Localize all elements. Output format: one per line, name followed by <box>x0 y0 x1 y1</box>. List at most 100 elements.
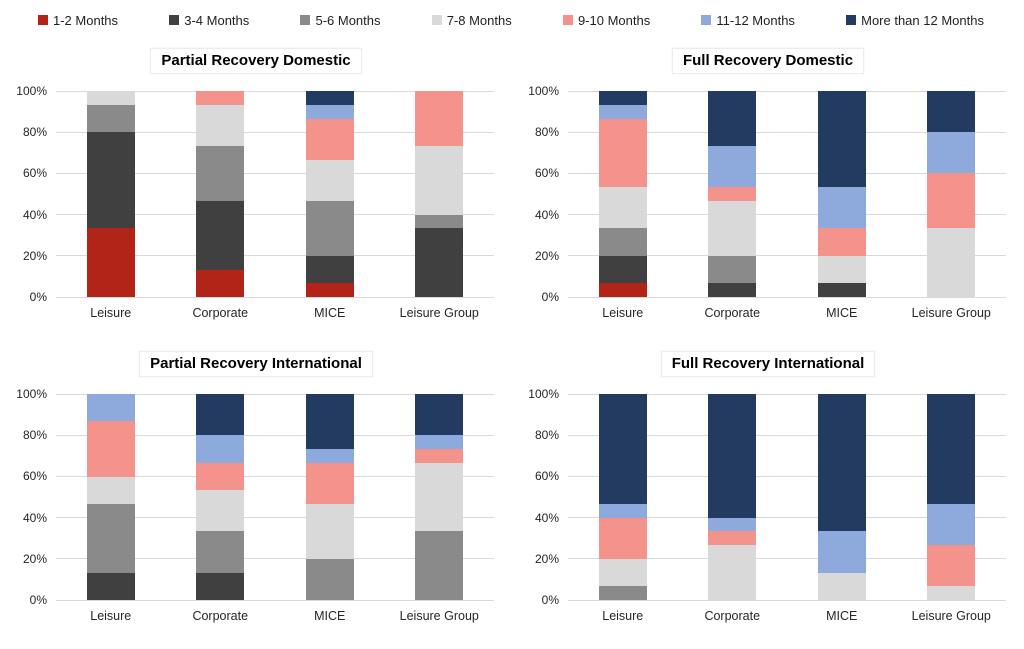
legend-swatch <box>169 15 180 25</box>
bar-segment <box>305 159 354 201</box>
bar-segment <box>927 394 976 504</box>
stacked-bar-corporate <box>196 91 245 297</box>
y-axis-tick: 100% <box>16 387 47 401</box>
stacked-bar-leisure-group <box>927 394 976 600</box>
gridline <box>56 558 494 560</box>
bars <box>56 394 494 600</box>
legend-item: 3-4 Months <box>169 13 249 28</box>
plot-area <box>568 393 1006 601</box>
bar-segment <box>927 228 976 297</box>
bar-slot <box>897 91 1007 297</box>
y-axis-tick: 80% <box>534 125 559 140</box>
category-label: MICE <box>314 609 346 623</box>
gridline <box>56 599 494 601</box>
chart-title: Full Recovery Domestic <box>670 47 866 75</box>
gridline <box>568 393 1006 395</box>
bar-segment <box>305 283 354 297</box>
y-axis-tick: 80% <box>22 428 47 443</box>
bar-segment <box>708 145 757 188</box>
y-axis: 100% 80% 60% 40% 20% 0% <box>0 84 56 304</box>
bar-segment <box>817 394 866 532</box>
y-axis-tick: 20% <box>22 248 47 263</box>
gridline <box>56 172 494 174</box>
bar-segment <box>927 91 976 133</box>
stacked-bar-mice <box>305 394 354 600</box>
bar-segment <box>415 394 464 436</box>
stacked-bar-mice <box>817 91 866 297</box>
charts-grid: Partial Recovery Domestic 100% 80% 60% 40% 2… <box>0 36 1024 642</box>
y-axis: 100% 80% 60% 40% 20% 0% <box>0 387 56 607</box>
bar-segment <box>415 462 464 532</box>
category-label: MICE <box>826 609 858 623</box>
bar-segment <box>598 228 647 256</box>
legend-label: 5-6 Months <box>315 12 381 28</box>
stacked-bar-leisure-group <box>927 91 976 297</box>
legend-label: 1-2 Months <box>53 12 119 28</box>
chart-title: Partial Recovery International <box>138 350 374 378</box>
legend-label: More than 12 Months <box>861 12 984 28</box>
category-label: Corporate <box>192 609 249 623</box>
bar-segment <box>415 435 464 450</box>
bar-slot <box>56 91 166 297</box>
bar-slot <box>166 91 276 297</box>
bar-slot <box>275 394 385 600</box>
legend-item: 9-10 Months <box>562 13 650 28</box>
bar-slot <box>385 91 495 297</box>
bar-segment <box>598 517 647 559</box>
category-label: Leisure Group <box>911 306 991 320</box>
legend-item: 1-2 Months <box>38 13 118 28</box>
bar-segment <box>927 503 976 546</box>
stacked-bar-leisure <box>598 394 647 600</box>
category-label: Corporate <box>704 306 761 320</box>
bar-segment <box>86 394 135 422</box>
y-axis-tick: 60% <box>22 166 47 181</box>
plot-area <box>56 90 495 298</box>
bar-segment <box>86 503 135 573</box>
x-axis: Leisure Corporate MICE Leisure Group <box>568 306 1006 320</box>
category-label: Corporate <box>704 609 761 623</box>
bar-segment <box>598 283 647 297</box>
gridline <box>56 214 494 216</box>
bar-segment <box>708 91 757 146</box>
x-axis: Leisure Corporate MICE Leisure Group <box>56 306 494 320</box>
bar-segment <box>708 200 757 256</box>
legend-item: 11-12 Months <box>701 13 795 28</box>
bar-segment <box>86 572 135 600</box>
chart-partial-recovery-international: Partial Recovery International 100% 80% 60… <box>0 339 512 642</box>
chart-full-recovery-domestic: Full Recovery Domestic 100% 80% 60% 40% 20% 0… <box>512 36 1024 339</box>
plot-area <box>56 393 494 601</box>
bar-segment <box>196 572 245 600</box>
y-axis-tick: 60% <box>534 166 559 181</box>
y-axis-tick: 40% <box>534 207 559 222</box>
bar-slot <box>678 91 788 297</box>
plot-area <box>568 90 1006 298</box>
stacked-bar-leisure-group <box>415 394 464 600</box>
bar-segment <box>598 503 647 518</box>
bar-segment <box>86 104 135 133</box>
legend-swatch <box>701 15 712 25</box>
bars <box>568 394 1006 600</box>
y-axis-tick: 80% <box>534 428 559 443</box>
bars <box>568 91 1006 297</box>
bar-segment <box>817 572 866 600</box>
bar-slot <box>787 394 897 600</box>
bar-segment <box>305 255 354 284</box>
bar-segment <box>196 201 245 270</box>
stacked-bar-leisure-group <box>415 91 464 297</box>
bar-segment <box>415 228 464 297</box>
bar-segment <box>817 187 866 229</box>
gridline <box>56 296 494 298</box>
x-axis: Leisure Corporate MICE Leisure Group <box>56 609 494 623</box>
bar-segment <box>598 255 647 284</box>
y-axis-tick: 80% <box>22 125 47 140</box>
bar-segment <box>305 91 354 105</box>
y-axis-tick: 20% <box>534 248 559 263</box>
bar-segment <box>196 104 245 147</box>
category-label: Leisure Group <box>399 609 479 623</box>
bar-slot <box>56 394 166 600</box>
gridline <box>568 131 1006 133</box>
bar-segment <box>415 449 464 463</box>
bar-segment <box>708 517 757 532</box>
bar-segment <box>708 531 757 546</box>
gridline <box>568 172 1006 174</box>
